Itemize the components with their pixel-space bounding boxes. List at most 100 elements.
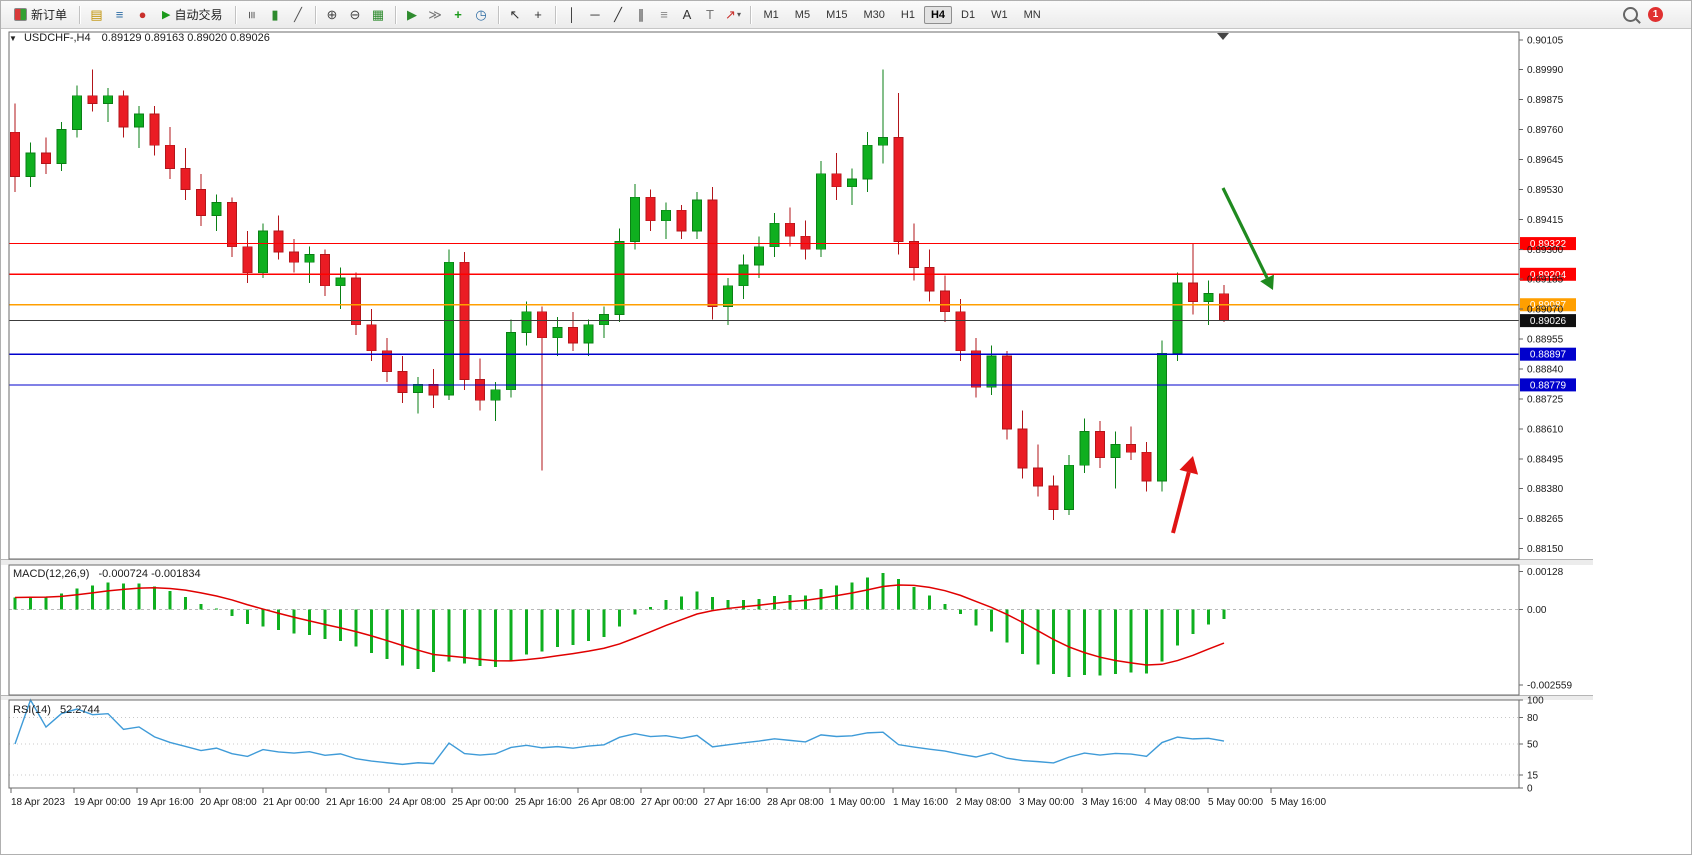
tile-windows-icon[interactable]: ▦ bbox=[371, 7, 385, 22]
candle bbox=[521, 311, 532, 333]
candle bbox=[568, 326, 578, 344]
rsi-line bbox=[14, 698, 1225, 766]
pane-separator[interactable] bbox=[1, 559, 1593, 565]
candle bbox=[583, 324, 594, 344]
auto-trading-button[interactable]: ▶ 自动交易 bbox=[155, 3, 229, 26]
timeframe-group: M1 M5 M15 M30 H1 H4 D1 W1 MN bbox=[756, 5, 1049, 24]
candle bbox=[1172, 282, 1183, 354]
timeframe-button-d1[interactable]: D1 bbox=[954, 6, 982, 24]
price-axis-label: 0.89415 bbox=[1527, 215, 1564, 226]
main-chart-pane[interactable] bbox=[9, 32, 1519, 559]
pane-separator[interactable] bbox=[1, 695, 1593, 700]
candle bbox=[149, 113, 160, 146]
time-axis-label: 1 May 00:00 bbox=[830, 797, 885, 808]
candle bbox=[800, 235, 811, 250]
toolbar-separator bbox=[749, 5, 751, 24]
price-axis-label: 0.88265 bbox=[1527, 514, 1564, 525]
time-axis-label: 3 May 00:00 bbox=[1019, 797, 1074, 808]
toolbar-separator bbox=[314, 5, 316, 24]
candle bbox=[707, 199, 718, 307]
candle bbox=[645, 196, 656, 222]
price-tag bbox=[1520, 378, 1576, 392]
text-icon[interactable]: A bbox=[682, 7, 692, 22]
candle bbox=[738, 264, 749, 287]
candle bbox=[103, 95, 113, 104]
candle bbox=[165, 144, 175, 170]
price-axis-label: 0.90105 bbox=[1527, 35, 1564, 46]
macd-pane[interactable] bbox=[9, 565, 1519, 695]
dropdown-arrow-icon[interactable]: ▾ bbox=[736, 9, 741, 19]
price-axis-label: 0.89645 bbox=[1527, 155, 1564, 166]
vertical-line-icon[interactable]: │ bbox=[567, 7, 577, 22]
candle bbox=[1064, 464, 1074, 510]
cursor-icon[interactable]: ↖ bbox=[509, 7, 521, 22]
chart-shift-marker[interactable] bbox=[1217, 33, 1229, 40]
timeframe-button-w1[interactable]: W1 bbox=[984, 6, 1015, 24]
notifications-badge[interactable]: 1 bbox=[1648, 7, 1663, 22]
chart-window[interactable]: 0.89322 0.89204 0.89087 0.89026 0.88897 0.887… bbox=[1, 28, 1593, 813]
timeframe-button-h4[interactable]: H4 bbox=[923, 5, 952, 24]
candle bbox=[72, 95, 82, 130]
up-trend-arrow[interactable] bbox=[1171, 471, 1191, 534]
rsi-pane[interactable] bbox=[9, 700, 1519, 788]
auto-trading-label: 自动交易 bbox=[174, 8, 223, 22]
time-axis-label: 25 Apr 16:00 bbox=[515, 797, 572, 808]
zoom-icon-group: ⊕ ⊖ ▦ bbox=[321, 5, 390, 25]
up-trend-arrow-head[interactable] bbox=[1179, 456, 1199, 475]
arrows-icon[interactable]: ↗ ▾ bbox=[725, 7, 741, 22]
candle bbox=[614, 241, 625, 315]
candle bbox=[242, 246, 253, 274]
timeframe-button-m1[interactable]: M1 bbox=[757, 6, 786, 24]
time-axis-label: 19 Apr 16:00 bbox=[137, 797, 194, 808]
auto-scroll-icon[interactable]: ▶ bbox=[407, 7, 417, 22]
chart-tools-icon-group: ▶ ≫ + ◷ bbox=[401, 5, 493, 25]
trendline-icon[interactable]: ╱ bbox=[614, 7, 622, 22]
chart-canvas[interactable]: 0.89322 0.89204 0.89087 0.89026 0.88897 0.887… bbox=[1, 28, 1593, 813]
candle bbox=[1079, 431, 1090, 466]
channel-icon[interactable]: ∥ bbox=[637, 7, 645, 22]
charts-icon[interactable]: ▤ bbox=[90, 7, 103, 22]
chart-shift-icon[interactable]: ≫ bbox=[428, 7, 442, 22]
periods-icon[interactable]: ◷ bbox=[475, 7, 487, 22]
time-axis-label: 21 Apr 16:00 bbox=[326, 797, 383, 808]
zoom-out-icon[interactable]: ⊖ bbox=[349, 7, 361, 22]
price-tag-label: 0.89026 bbox=[1530, 316, 1567, 327]
time-axis-label: 4 May 08:00 bbox=[1145, 797, 1200, 808]
zoom-in-icon[interactable]: ⊕ bbox=[326, 7, 338, 22]
timeframe-button-m5[interactable]: M5 bbox=[788, 6, 817, 24]
candle bbox=[847, 178, 857, 188]
candlestick-chart-icon[interactable]: ▮ bbox=[271, 7, 279, 22]
candle bbox=[1095, 431, 1105, 458]
timeframe-button-m30[interactable]: M30 bbox=[856, 6, 891, 24]
bar-chart-icon[interactable]: ≡ bbox=[244, 10, 260, 19]
candle bbox=[661, 209, 671, 222]
price-axis-label: 0.88725 bbox=[1527, 394, 1564, 405]
candle bbox=[909, 241, 919, 268]
time-axis-label: 26 Apr 08:00 bbox=[578, 797, 635, 808]
candle bbox=[893, 137, 904, 242]
timeframe-button-m15[interactable]: M15 bbox=[819, 6, 854, 24]
search-icon[interactable] bbox=[1623, 7, 1638, 22]
toolbar-separator bbox=[234, 5, 236, 24]
down-trend-arrow-head[interactable] bbox=[1260, 274, 1274, 290]
timeframe-button-h1[interactable]: H1 bbox=[894, 6, 922, 24]
candle bbox=[785, 222, 795, 237]
rsi-axis-label: 15 bbox=[1527, 770, 1539, 781]
candle bbox=[10, 131, 20, 177]
horizontal-line-icon[interactable]: ─ bbox=[590, 7, 600, 22]
profiles-icon[interactable]: ≡ bbox=[115, 7, 124, 22]
timeframe-button-mn[interactable]: MN bbox=[1017, 6, 1048, 24]
down-trend-arrow[interactable] bbox=[1221, 187, 1269, 279]
new-order-button[interactable]: 新订单 bbox=[7, 3, 74, 26]
crosshair-icon[interactable]: + bbox=[534, 7, 542, 22]
candle bbox=[862, 144, 873, 180]
main-toolbar: 新订单 ▤ ≡ ● ▶ 自动交易 ≡ ▮ ╱ ⊕ ⊖ ▦ ▶ ≫ + ◷ ↖ + │ ─ ╱ ∥ ≡ A T ↗ ▾… bbox=[1, 1, 1691, 29]
indicators-icon[interactable]: + bbox=[454, 7, 462, 22]
label-icon[interactable]: T bbox=[706, 7, 714, 22]
price-axis-label: 0.89185 bbox=[1527, 275, 1564, 286]
line-chart-icon[interactable]: ╱ bbox=[294, 7, 302, 22]
fibonacci-icon[interactable]: ≡ bbox=[660, 7, 668, 22]
market-watch-icon[interactable]: ● bbox=[138, 7, 147, 22]
candle bbox=[1002, 355, 1012, 430]
macd-signal-line bbox=[14, 584, 1225, 666]
